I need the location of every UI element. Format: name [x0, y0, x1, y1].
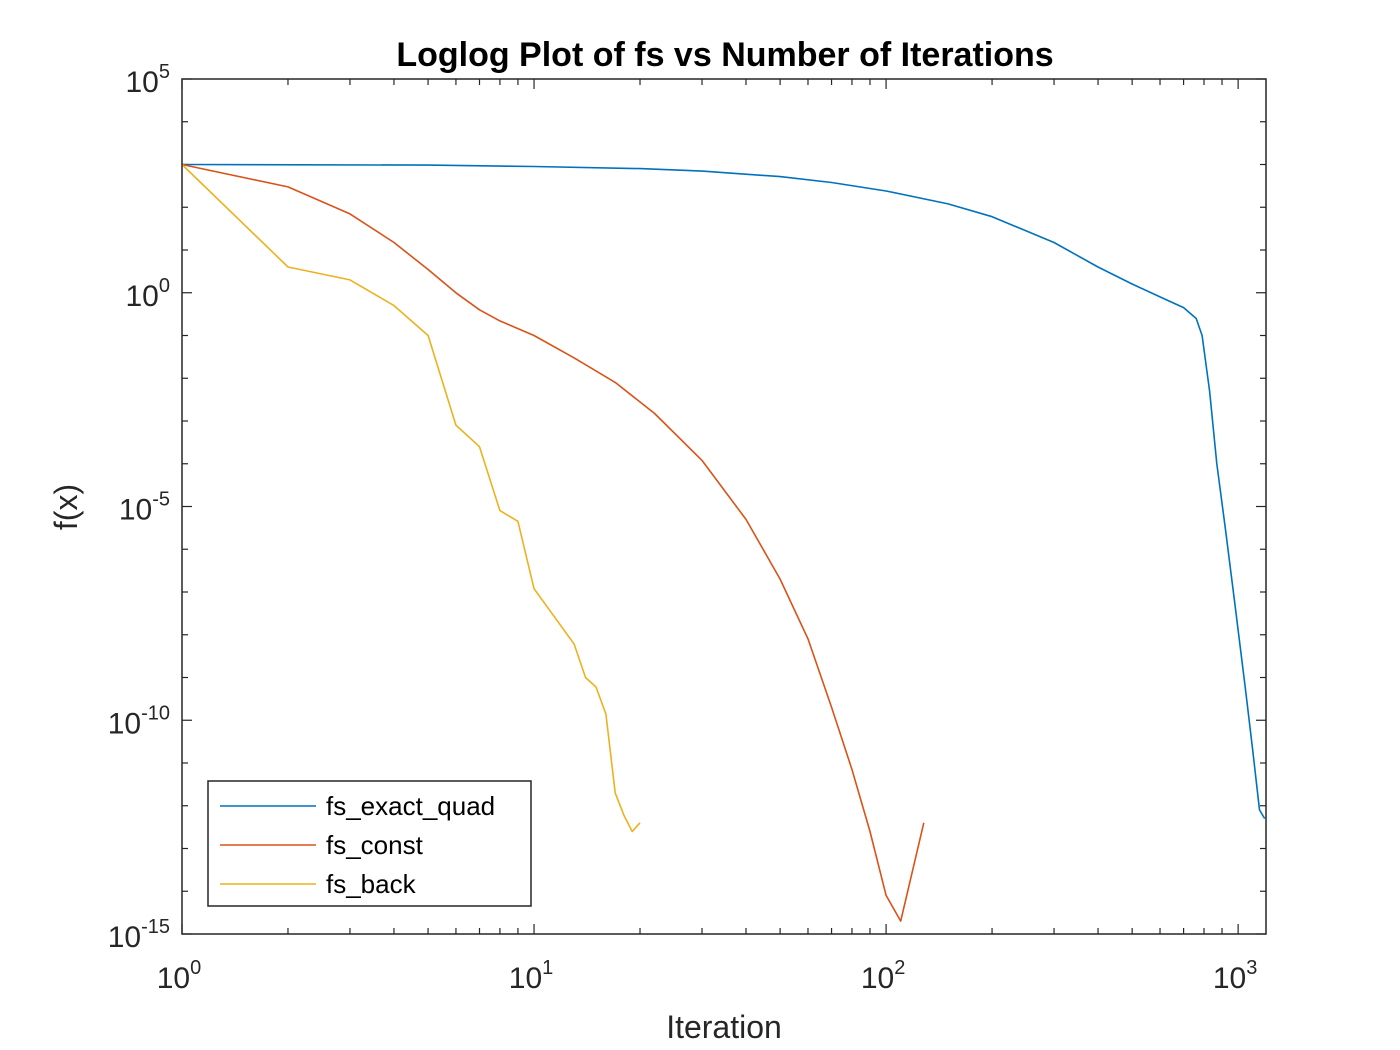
- series-line-fs-back: [181, 163, 641, 833]
- x-tick-label: 100: [157, 957, 202, 995]
- chart-title: Loglog Plot of fs vs Number of Iteration…: [396, 36, 1053, 74]
- y-tick-label: 10-10: [108, 702, 170, 740]
- x-tick-label: 101: [509, 957, 554, 995]
- legend-box: [207, 780, 532, 907]
- axes-box: [181, 78, 1267, 935]
- y-tick-label: 100: [126, 275, 171, 313]
- y-tick-label: 10-5: [119, 489, 170, 527]
- x-tick-labels: 100 101 102 103: [157, 957, 1258, 995]
- y-tick-label: 105: [126, 61, 171, 99]
- legend-label-fs-back: fs_back: [326, 869, 417, 899]
- y-axis-label: f(x): [48, 484, 84, 530]
- legend-label-fs-exact-quad: fs_exact_quad: [326, 791, 495, 821]
- x-axis-label: Iteration: [666, 1009, 782, 1045]
- series-line-fs-exact-quad: [181, 163, 1266, 820]
- y-tick-label: 10-15: [108, 916, 170, 954]
- x-tick-label: 102: [861, 957, 906, 995]
- x-tick-label: 103: [1213, 957, 1258, 995]
- series-layer: [181, 163, 1266, 922]
- y-tick-labels: 105 100 10-5 10-10 10-15: [108, 61, 170, 954]
- legend: fs_exact_quad fs_const fs_back: [207, 780, 532, 907]
- legend-label-fs-const: fs_const: [326, 830, 424, 860]
- series-line-fs-const: [181, 163, 925, 922]
